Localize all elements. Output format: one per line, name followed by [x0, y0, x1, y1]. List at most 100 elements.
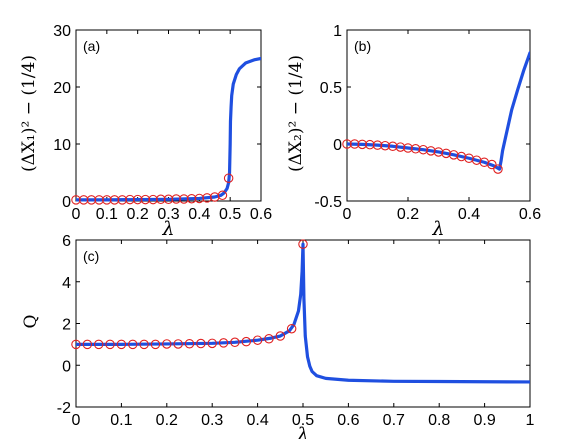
x-tick-label: 0.1: [110, 412, 132, 429]
data-point-marker: [403, 143, 413, 153]
data-point-marker: [349, 139, 360, 149]
x-tick-label: 0.3: [201, 412, 223, 429]
data-point-marker: [71, 195, 81, 205]
data-point-marker: [156, 194, 166, 205]
data-point-marker: [171, 194, 181, 204]
y-tick-label: 1: [333, 23, 342, 40]
y-tick-label: -2: [57, 400, 71, 417]
data-point-marker: [380, 140, 390, 151]
y-tick-label: 0: [333, 137, 342, 154]
x-tick-label: 0.4: [188, 206, 210, 223]
data-point-marker: [218, 338, 229, 348]
data-point-marker: [102, 195, 112, 205]
x-tick-label: 0.4: [458, 206, 480, 223]
data-point-marker: [202, 193, 212, 203]
data-point-marker: [140, 194, 151, 205]
data-point-marker: [150, 339, 161, 350]
panel-label: (a): [83, 38, 100, 54]
data-point-marker: [395, 142, 406, 152]
x-tick-label: 0.5: [292, 412, 314, 429]
y-tick-label: 0: [62, 194, 71, 211]
data-point-marker: [264, 333, 274, 344]
series-line: [347, 51, 530, 171]
data-point-marker: [82, 339, 93, 350]
series-line: [76, 56, 261, 202]
data-point-marker: [493, 164, 503, 174]
data-point-marker: [372, 140, 383, 150]
data-point-marker: [173, 339, 183, 349]
x-tick-label: 0.1: [96, 206, 118, 223]
y-axis-label: (ΔX₁)² − (1/4): [19, 55, 39, 172]
plot-frame: [346, 29, 531, 202]
data-point-marker: [286, 323, 297, 334]
data-point-marker: [162, 339, 172, 349]
data-point-marker: [275, 331, 286, 341]
data-point-marker: [94, 195, 104, 205]
y-tick-label: 20: [53, 80, 71, 97]
x-tick-label: 0: [72, 206, 81, 223]
data-point-marker: [105, 339, 115, 350]
data-point-marker: [184, 338, 195, 349]
data-point-marker: [93, 339, 104, 350]
series-line: [76, 242, 530, 384]
y-tick-label: -0.5: [314, 194, 342, 211]
data-point-marker: [217, 190, 228, 201]
data-point-marker: [223, 173, 234, 183]
y-tick-label: 4: [62, 275, 71, 292]
panel-a: 0 0.1 0.2 0.3 0.4 0.5 0.6 0 10 20 30 (a) λ (ΔX₁)² − (…: [19, 23, 272, 240]
x-tick-label: 0.5: [219, 206, 241, 223]
data-point-marker: [196, 338, 206, 349]
x-tick-label: 0.3: [157, 206, 179, 223]
data-point-marker: [230, 337, 240, 348]
data-point-marker: [148, 194, 158, 205]
data-point-marker: [132, 194, 143, 205]
x-axis-label: λ: [431, 218, 444, 240]
y-axis-label: (ΔX₂)² − (1/4): [286, 55, 306, 172]
data-point-marker: [357, 139, 367, 150]
x-tick-label: 0.2: [397, 206, 419, 223]
x-tick-label: 0.6: [337, 412, 359, 429]
y-tick-label: 0: [62, 358, 71, 375]
data-point-marker: [128, 339, 138, 350]
panel-b: 0 0.2 0.4 0.6-0.500.51(b)λ(ΔX₂)² − (1/4): [286, 23, 541, 240]
x-axis-label: λ: [296, 424, 309, 439]
x-tick-label: 0: [343, 206, 352, 223]
data-point-marker: [86, 195, 97, 205]
x-tick-label: 0.6: [250, 206, 272, 223]
x-tick-label: 1: [526, 412, 535, 429]
x-tick-label: 0.6: [519, 206, 541, 223]
y-tick-label: 2: [62, 317, 71, 334]
x-tick-label: 0.2: [127, 206, 149, 223]
plot-frame: [75, 29, 262, 202]
x-tick-label: 0: [72, 412, 81, 429]
panel-label: (b): [354, 38, 371, 54]
y-tick-label: 30: [53, 23, 71, 40]
panel-label: (c): [83, 248, 99, 264]
data-point-marker: [365, 139, 375, 150]
data-point-marker: [139, 339, 149, 350]
y-tick-label: 10: [53, 137, 71, 154]
data-point-marker: [241, 336, 252, 347]
data-point-marker: [109, 195, 120, 205]
data-point-marker: [441, 148, 451, 159]
x-tick-label: 0.7: [383, 412, 405, 429]
x-tick-label: 0.2: [156, 412, 178, 429]
data-point-marker: [194, 193, 205, 204]
x-axis-label: λ: [161, 218, 174, 240]
data-point-marker: [433, 147, 444, 157]
data-point-marker: [117, 195, 128, 205]
data-point-marker: [426, 146, 436, 156]
data-point-marker: [207, 338, 217, 349]
data-point-marker: [252, 335, 263, 345]
data-point-marker: [163, 194, 174, 205]
data-point-marker: [387, 141, 398, 152]
x-tick-label: 0.4: [246, 412, 268, 429]
data-point-marker: [410, 144, 421, 154]
data-point-marker: [418, 144, 428, 155]
y-axis-label: Q: [21, 315, 41, 329]
data-point-marker: [116, 339, 127, 350]
data-point-marker: [71, 339, 81, 350]
data-point-marker: [186, 193, 197, 204]
